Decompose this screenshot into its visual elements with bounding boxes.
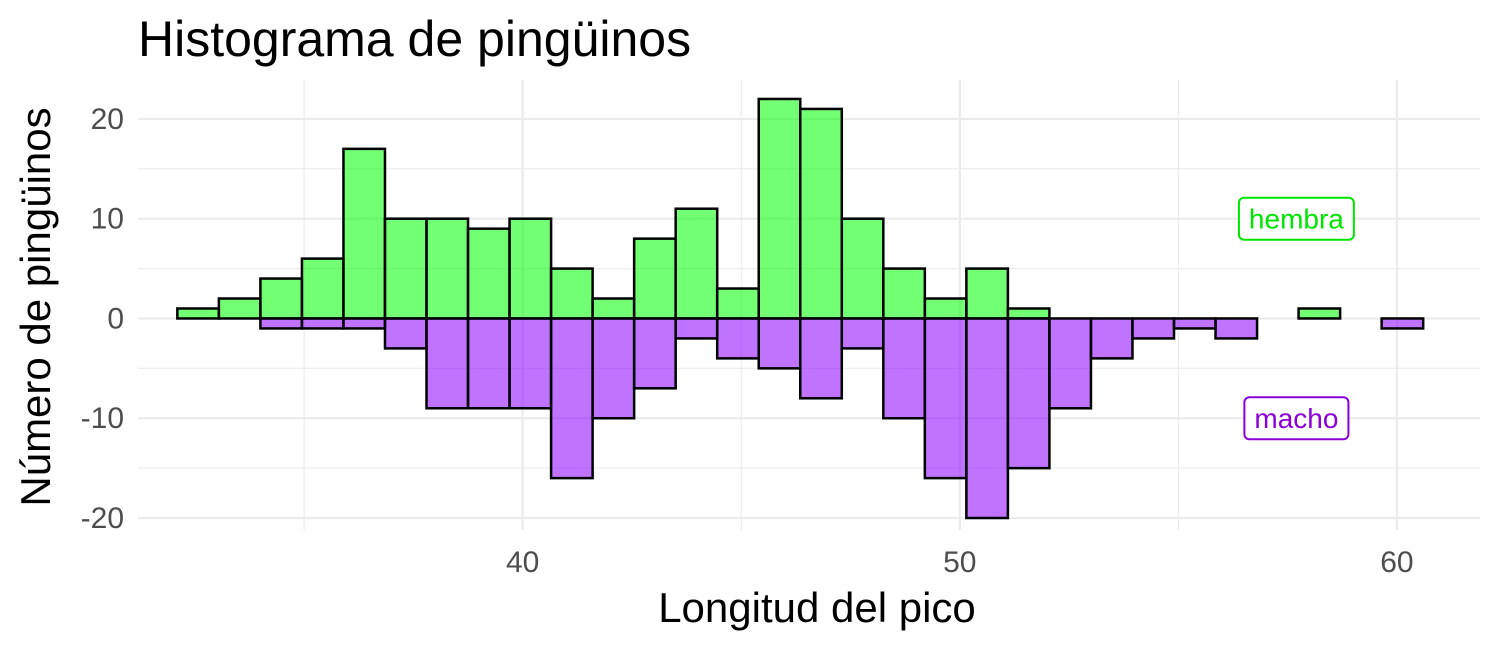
bar-hembra — [1006, 307, 1051, 320]
bar-macho — [259, 317, 304, 330]
series-label-box — [1237, 196, 1355, 241]
bar-hembra — [466, 227, 511, 320]
bar-hembra — [674, 207, 719, 320]
series-labels: hembra macho — [1237, 196, 1355, 441]
bar-macho — [342, 317, 387, 330]
bar-hembra — [965, 267, 1010, 320]
x-tick-label: 50 — [943, 546, 976, 579]
series-label-box — [1243, 396, 1350, 441]
y-tick-label: -10 — [81, 402, 124, 435]
bar-hembra — [882, 267, 927, 320]
bar-macho — [1006, 317, 1051, 470]
bar-hembra — [591, 297, 636, 320]
y-tick-label: 20 — [91, 103, 124, 136]
axis-tick-labels: 20 10 0 -10 -20 40 50 60 — [81, 103, 1414, 579]
bar-hembra — [1297, 307, 1342, 320]
chart-title: Histograma de pingüinos — [138, 11, 691, 67]
bar-hembra — [217, 297, 262, 320]
bar-macho — [882, 317, 927, 420]
bar-macho — [674, 317, 719, 340]
bar-hembra — [799, 107, 844, 320]
bar-macho — [1089, 317, 1134, 360]
histogram-bars — [176, 97, 1425, 520]
bar-hembra — [923, 297, 968, 320]
bar-macho — [757, 317, 802, 370]
bar-hembra — [425, 217, 470, 320]
bar-hembra — [632, 237, 677, 320]
bar-hembra — [300, 257, 345, 320]
bar-macho — [425, 317, 470, 410]
bar-hembra — [840, 217, 885, 320]
y-tick-label: 0 — [107, 302, 124, 335]
series-label-hembra: hembra — [1249, 204, 1344, 235]
bar-hembra — [508, 217, 553, 320]
bar-macho — [1048, 317, 1093, 410]
bar-macho — [632, 317, 677, 390]
y-tick-label: -20 — [81, 502, 124, 535]
bar-hembra — [383, 217, 428, 320]
bar-macho — [799, 317, 844, 400]
y-tick-label: 10 — [91, 203, 124, 236]
bar-macho — [466, 317, 511, 410]
bar-macho — [965, 317, 1010, 520]
bar-hembra — [259, 277, 304, 320]
bar-hembra — [342, 147, 387, 320]
bar-macho — [1214, 317, 1259, 340]
bar-macho — [591, 317, 636, 420]
bar-macho — [840, 317, 885, 350]
bar-hembra — [715, 287, 760, 320]
x-tick-label: 60 — [1380, 546, 1413, 579]
bar-macho — [1131, 317, 1176, 340]
bar-macho — [1172, 317, 1217, 330]
y-axis-title: Número de pingüinos — [12, 107, 59, 506]
bar-macho — [508, 317, 553, 410]
bar-macho — [923, 317, 968, 480]
x-tick-label: 40 — [506, 546, 539, 579]
bar-macho — [1380, 317, 1425, 330]
bar-macho — [300, 317, 345, 330]
series-label-macho: macho — [1254, 403, 1338, 434]
bar-macho — [715, 317, 760, 360]
bar-hembra — [176, 307, 221, 320]
bar-macho — [549, 317, 594, 480]
bar-hembra — [549, 267, 594, 320]
x-axis-title: Longitud del pico — [658, 584, 976, 631]
bar-hembra — [757, 97, 802, 320]
bar-macho — [383, 317, 428, 350]
